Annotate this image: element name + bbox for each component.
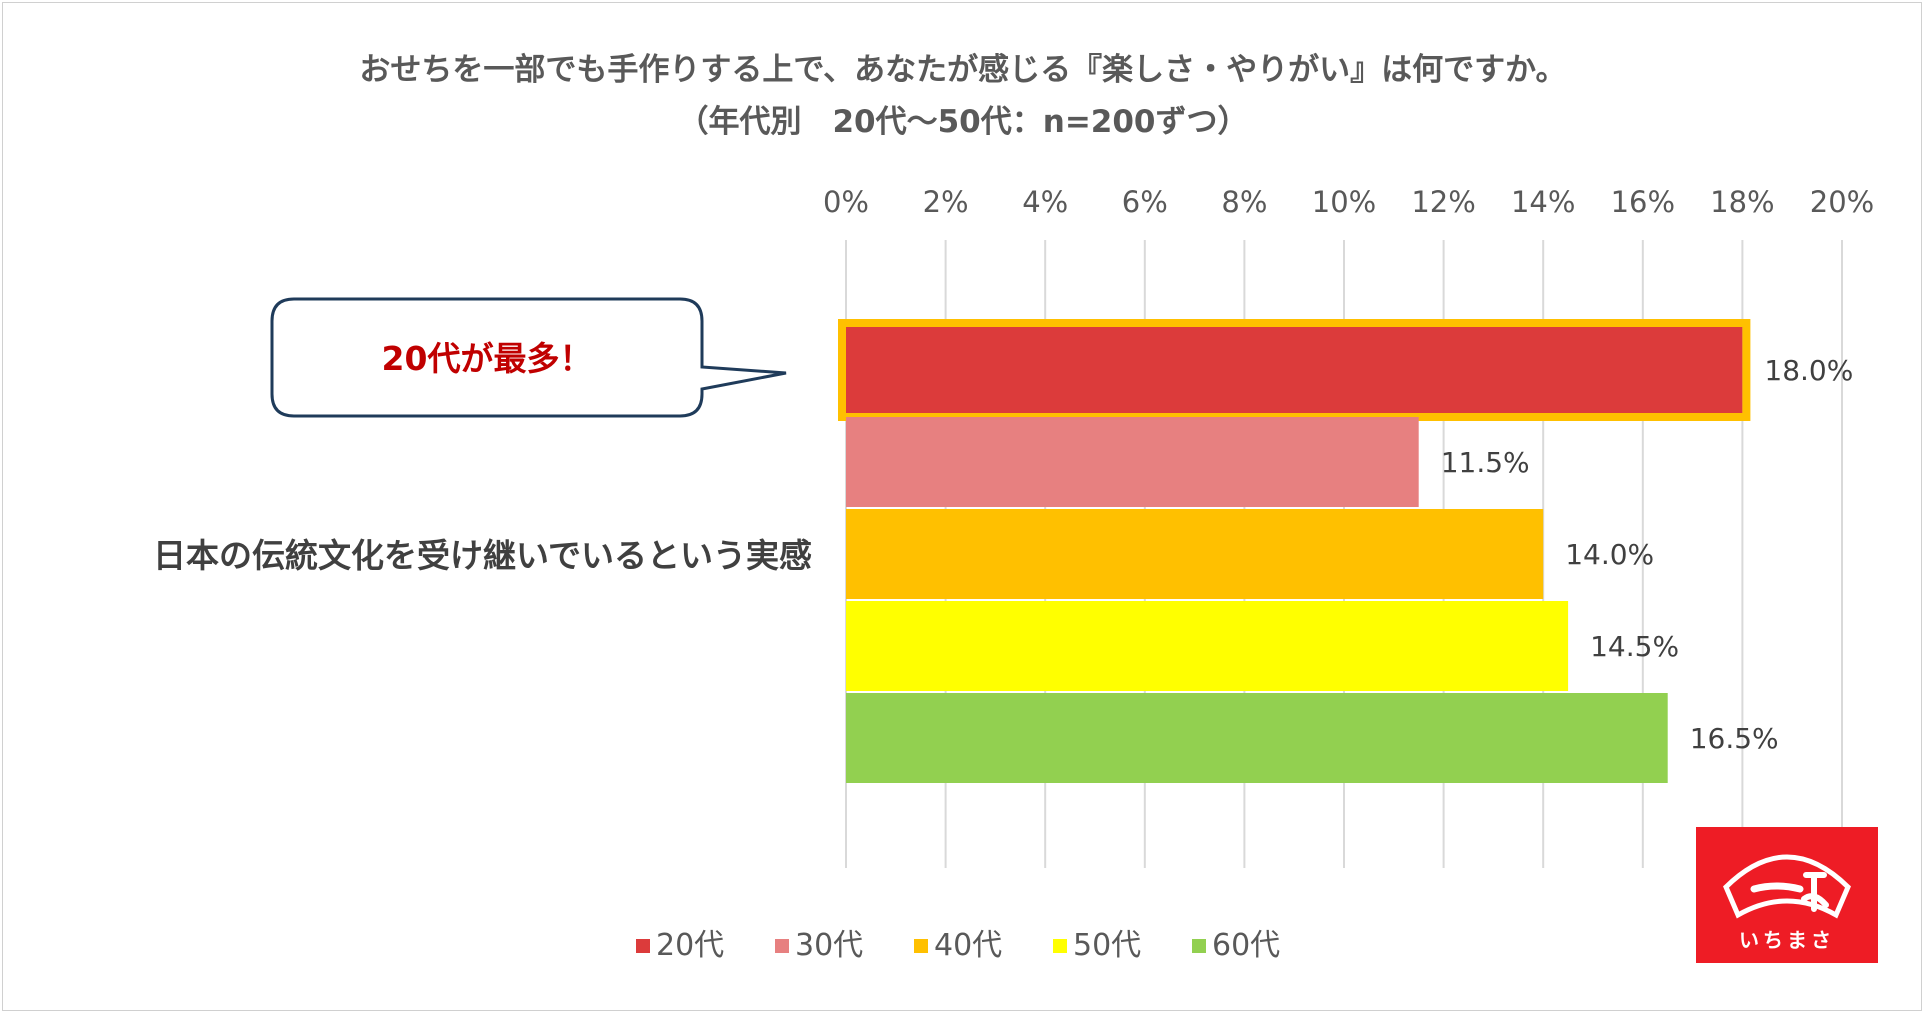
- legend-label-60代: 60代: [1212, 928, 1280, 963]
- data-label: 14.5%: [1590, 630, 1679, 663]
- bar-50代: [846, 601, 1569, 691]
- callout-text: 20代が最多！: [382, 339, 593, 378]
- legend-swatch-50代: [1053, 939, 1067, 953]
- data-label: 11.5%: [1441, 446, 1530, 479]
- chart-subtitle: （年代別 20代～50代：n=200ずつ）: [677, 104, 1249, 140]
- legend-swatch-20代: [636, 939, 650, 953]
- legend-swatch-60代: [1192, 939, 1206, 953]
- logo-text: いちまさ: [1739, 928, 1835, 952]
- logo-mark: [1723, 854, 1851, 919]
- x-tick-label: 6%: [1122, 185, 1168, 219]
- legend-label-40代: 40代: [934, 928, 1002, 963]
- brand-logo: いちまさ: [1696, 827, 1878, 963]
- legend: 20代 30代 40代 50代 60代: [636, 928, 1280, 963]
- bar-30代: [846, 417, 1419, 507]
- x-tick-label: 20%: [1810, 185, 1874, 219]
- x-tick-label: 14%: [1511, 185, 1575, 219]
- bar-40代: [846, 509, 1544, 599]
- legend-swatch-30代: [775, 939, 789, 953]
- data-label: 16.5%: [1690, 722, 1779, 755]
- x-tick-label: 16%: [1611, 185, 1675, 219]
- x-tick-label: 8%: [1221, 185, 1267, 219]
- bar-60代: [846, 693, 1668, 783]
- category-label: 日本の伝統文化を受け継いでいるという実感: [153, 536, 812, 575]
- data-label: 14.0%: [1565, 538, 1654, 571]
- x-tick-label: 18%: [1710, 185, 1774, 219]
- callout-shape: [270, 297, 787, 418]
- x-tick-label: 4%: [1022, 185, 1068, 219]
- bar-20代: [846, 325, 1743, 415]
- x-tick-label: 2%: [923, 185, 969, 219]
- chart-title: おせちを一部でも手作りする上で、あなたが感じる『楽しさ・やりがい』は何ですか。: [359, 52, 1567, 88]
- labels-layer: 0% 2% 4% 6% 8% 10% 12% 14% 16% 18% 20% 18.0% 11.5% 14…: [153, 185, 1874, 755]
- callout-bubble: 20代が最多！: [270, 297, 787, 418]
- data-label: 18.0%: [1764, 354, 1853, 387]
- legend-label-50代: 50代: [1073, 928, 1141, 963]
- x-tick-label: 0%: [823, 185, 869, 219]
- bars-layer: [838, 319, 1751, 783]
- legend-label-20代: 20代: [656, 928, 724, 963]
- x-tick-label: 12%: [1411, 185, 1475, 219]
- legend-swatch-40代: [914, 939, 928, 953]
- x-tick-label: 10%: [1312, 185, 1376, 219]
- legend-label-30代: 30代: [795, 928, 863, 963]
